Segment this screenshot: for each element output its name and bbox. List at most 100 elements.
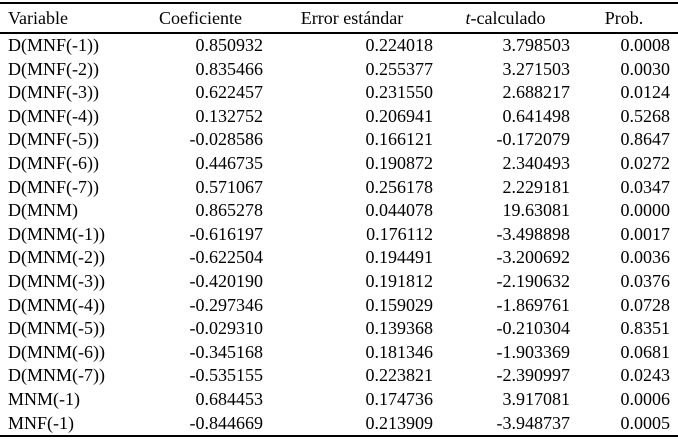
table-row: D(MNM(-1)) -0.616197 0.176112 -3.498898 0.00… [0,223,678,247]
variable-cell: D(MNM(-4)) [8,294,105,315]
error-estandar-cell: 0.231550 [365,82,434,103]
error-estandar-cell: 0.191812 [365,270,434,291]
coeficiente-cell: 0.132752 [195,105,264,126]
prob-cell: 0.0681 [620,341,671,362]
variable-cell: D(MNF(-5)) [8,129,99,150]
col-header-t-calculado: t-calculado [441,3,578,33]
prob-cell: 0.5268 [620,105,671,126]
coeficiente-cell: -0.029310 [189,318,264,339]
error-estandar-cell: 0.174736 [365,388,434,409]
error-estandar-cell: 0.194491 [365,247,434,268]
coeficiente-cell: -0.297346 [189,294,264,315]
table-row: D(MNF(-6)) 0.446735 0.190872 2.340493 0.0272 [0,152,678,176]
variable-cell: D(MNM) [8,200,78,221]
variable-cell: D(MNF(-7)) [8,176,99,197]
header-row: Variable Coeficiente Error estándar t-ca… [0,3,678,33]
t-calculado-cell: -1.903369 [496,341,571,362]
error-estandar-cell: 0.224018 [365,35,434,55]
prob-cell: 0.0006 [620,388,671,409]
t-calculado-cell: 3.798503 [502,35,571,55]
prob-cell: 0.0272 [620,152,671,173]
col-header-coeficiente: Coeficiente [159,7,242,28]
table-row: MNM(-1) 0.684453 0.174736 3.917081 0.0006 [0,388,678,412]
table-row: D(MNM(-6)) -0.345168 0.181346 -1.903369 0.06… [0,341,678,365]
t-calculado-cell: -1.869761 [496,294,571,315]
table-row: D(MNF(-3)) 0.622457 0.231550 2.688217 0.0124 [0,81,678,105]
t-calculado-italic-t: t [465,7,471,28]
prob-cell: 0.0376 [620,270,671,291]
variable-cell: D(MNM(-2)) [8,247,105,268]
table-row: D(MNF(-4)) 0.132752 0.206941 0.641498 0.5268 [0,105,678,129]
error-estandar-cell: 0.176112 [366,223,433,244]
variable-cell: MNF(-1) [8,412,74,433]
table-row: D(MNF(-5)) -0.028586 0.166121 -0.172079 0.86… [0,128,678,152]
table-row: D(MNM(-3)) -0.420190 0.191812 -2.190632 0.03… [0,270,678,294]
error-estandar-cell: 0.139368 [365,318,434,339]
coeficiente-cell: -0.622504 [189,247,264,268]
prob-cell: 0.0000 [620,200,671,221]
table-row: MNF(-1) -0.844669 0.213909 -3.948737 0.0005 [0,412,678,437]
variable-cell: D(MNF(-4)) [8,105,99,126]
variable-cell: D(MNM(-1)) [8,223,105,244]
coeficiente-cell: 0.622457 [195,82,264,103]
prob-cell: 0.0036 [620,247,671,268]
prob-cell: 0.0243 [620,365,671,386]
col-header-variable: Variable [8,7,68,28]
variable-cell: D(MNF(-3)) [8,82,99,103]
t-calculado-cell: -3.200692 [496,247,571,268]
coeficiente-cell: 0.865278 [195,200,264,221]
prob-cell: 0.0347 [620,176,671,197]
variable-cell: D(MNM(-5)) [8,318,105,339]
error-estandar-cell: 0.213909 [365,412,434,433]
table-row: D(MNM) 0.865278 0.044078 19.63081 0.0000 [0,199,678,223]
error-estandar-cell: 0.181346 [365,341,434,362]
variable-cell: D(MNM(-6)) [8,341,105,362]
coeficiente-cell: -0.844669 [189,412,264,433]
error-estandar-cell: 0.190872 [365,152,434,173]
error-estandar-cell: 0.223821 [365,365,434,386]
table-row: D(MNM(-2)) -0.622504 0.194491 -3.200692 0.00… [0,246,678,270]
table-row: D(MNM(-4)) -0.297346 0.159029 -1.869761 0.07… [0,294,678,318]
t-calculado-cell: 2.229181 [502,176,571,197]
coeficiente-cell: 0.446735 [195,152,264,173]
coeficiente-cell: -0.028586 [189,129,264,150]
variable-cell: D(MNM(-3)) [8,270,105,291]
t-calculado-cell: 2.340493 [502,152,571,173]
t-calculado-cell: 19.63081 [502,200,571,221]
coeficiente-cell: -0.616197 [189,223,264,244]
coeficiente-cell: -0.535155 [189,365,264,386]
variable-cell: D(MNF(-2)) [8,58,99,79]
t-calculado-cell: -2.190632 [496,270,571,291]
coeficiente-cell: 0.850932 [195,35,264,55]
prob-cell: 0.0030 [620,58,671,79]
regression-results-table: Variable Coeficiente Error estándar t-ca… [0,2,678,438]
error-estandar-cell: 0.256178 [365,176,434,197]
coeficiente-cell: 0.684453 [195,388,264,409]
prob-cell: 0.0728 [620,294,671,315]
prob-cell: 0.0124 [620,82,671,103]
t-calculado-cell: -2.390997 [496,365,571,386]
table-body: D(MNF(-1)) 0.850932 0.224018 3.798503 0.0008… [0,33,678,436]
variable-cell: MNM(-1) [8,388,80,409]
prob-cell: 0.0008 [620,35,671,55]
table-row: D(MNF(-7)) 0.571067 0.256178 2.229181 0.0347 [0,176,678,200]
t-calculado-cell: 2.688217 [502,82,571,103]
variable-cell: D(MNF(-1)) [8,35,99,55]
t-calculado-cell: -0.172079 [496,129,571,150]
coeficiente-cell: 0.835466 [195,58,264,79]
table-row: D(MNF(-1)) 0.850932 0.224018 3.798503 0.0008 [0,33,678,58]
error-estandar-cell: 0.206941 [365,105,434,126]
coeficiente-cell: -0.420190 [189,270,264,291]
variable-cell: D(MNM(-7)) [8,365,105,386]
t-calculado-cell: 3.917081 [502,388,571,409]
col-header-prob: Prob. [604,7,644,28]
prob-cell: 0.8647 [620,129,671,150]
table-row: D(MNF(-2)) 0.835466 0.255377 3.271503 0.0030 [0,58,678,82]
table-row: D(MNM(-7)) -0.535155 0.223821 -2.390997 0.02… [0,364,678,388]
t-calculado-cell: -3.498898 [496,223,571,244]
error-estandar-cell: 0.044078 [365,200,434,221]
col-header-error-estandar: Error estándar [300,7,404,28]
coeficiente-cell: -0.345168 [189,341,264,362]
prob-cell: 0.0005 [620,412,671,433]
t-calculado-cell: 3.271503 [502,58,571,79]
